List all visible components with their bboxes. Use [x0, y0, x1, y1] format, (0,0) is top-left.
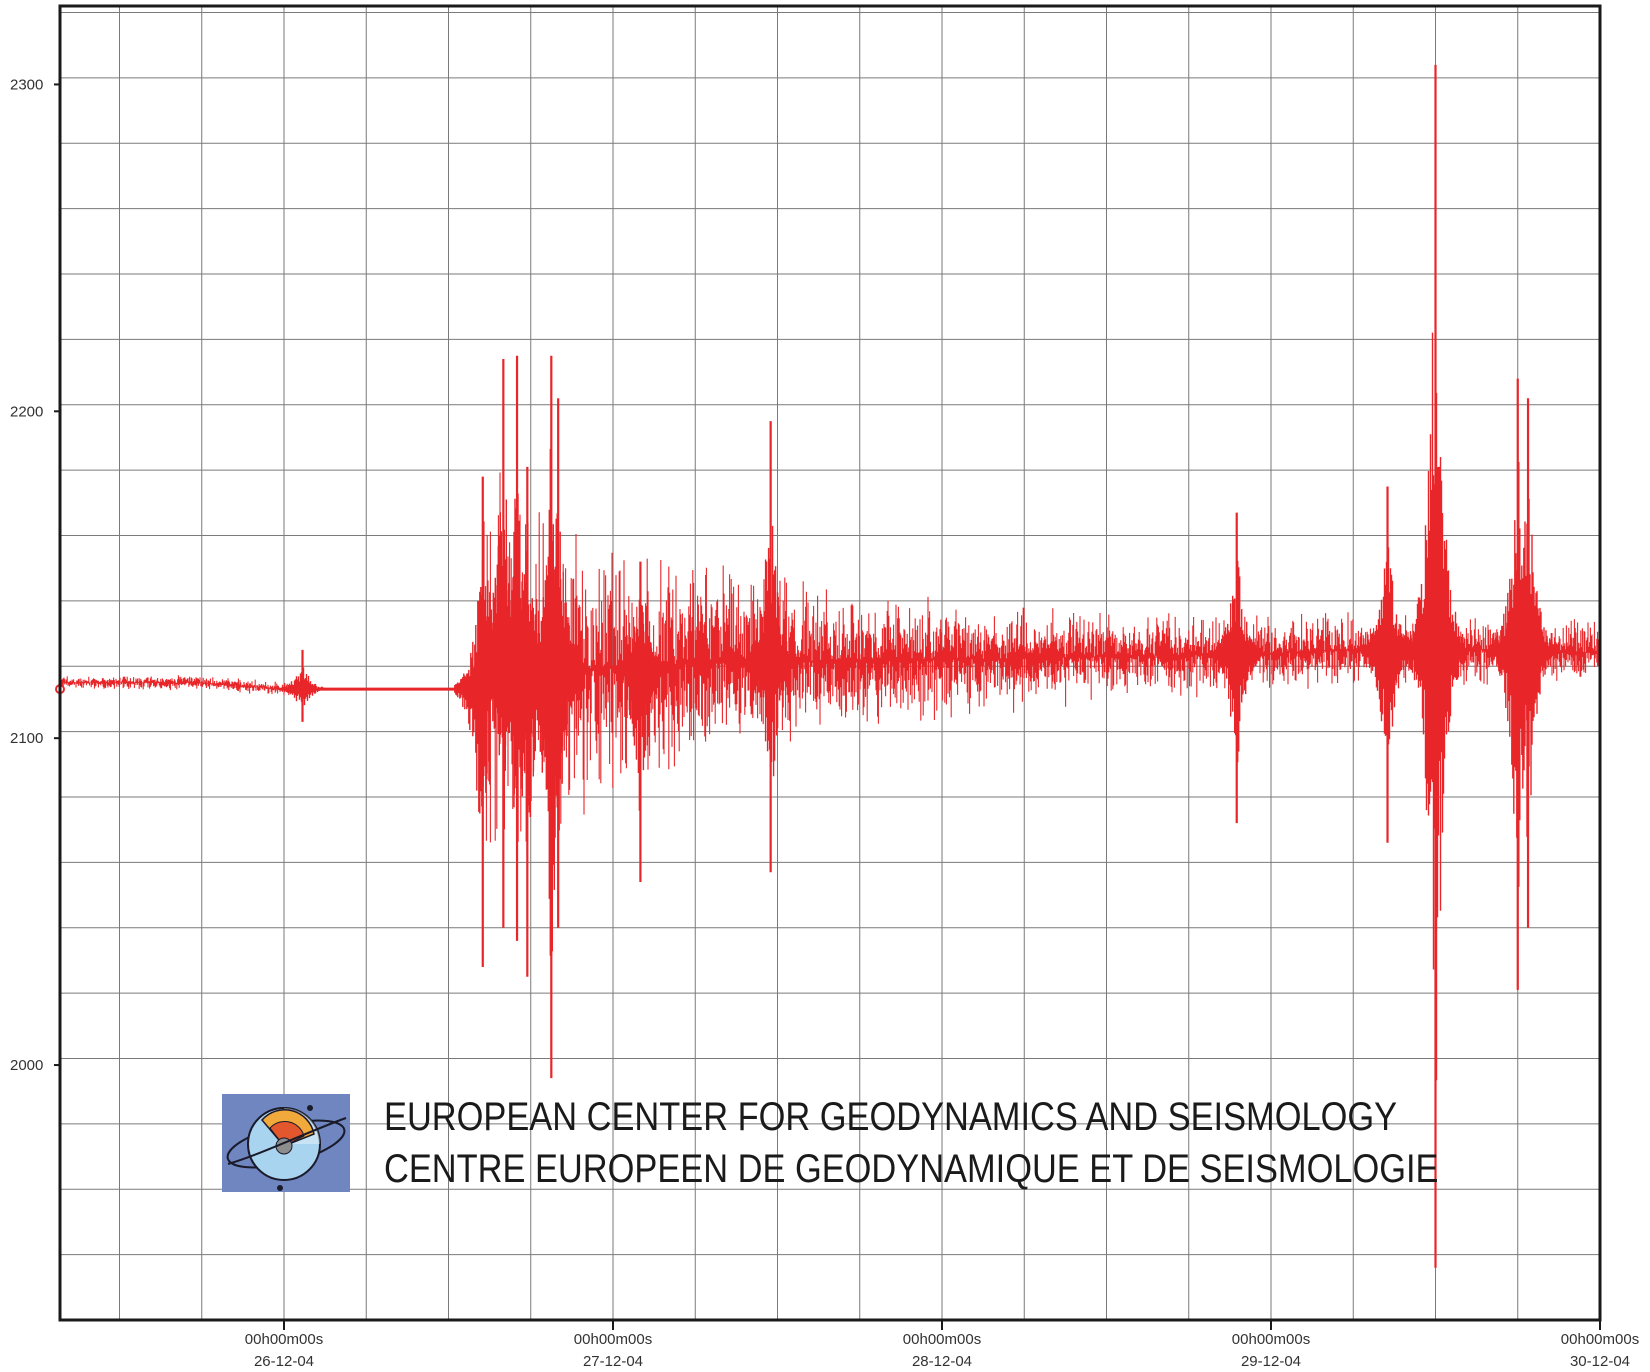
- x-tick-label-time: 00h00m00s: [245, 1331, 323, 1348]
- organization-banner: EUROPEAN CENTER FOR GEODYNAMICS AND SEIS…: [222, 1093, 1610, 1193]
- x-tick-label-time: 00h00m00s: [1232, 1331, 1310, 1348]
- y-axis-ticks: 2000 2100 2200 2300: [10, 76, 60, 1074]
- x-tick-label-time: 00h00m00s: [574, 1331, 652, 1348]
- x-tick-label-date: 29-12-04: [1241, 1353, 1301, 1370]
- x-tick-label-time: 00h00m00s: [903, 1331, 981, 1348]
- organization-name-english: EUROPEAN CENTER FOR GEODYNAMICS AND SEIS…: [384, 1095, 1398, 1139]
- seismic-trace: [55, 64, 1601, 1268]
- x-tick-label-date: 26-12-04: [254, 1353, 314, 1370]
- y-tick-label: 2200: [10, 403, 43, 420]
- x-tick-label-date: 28-12-04: [912, 1353, 972, 1370]
- seismic-burst: [529, 513, 587, 875]
- seismic-burst: [741, 525, 800, 777]
- x-tick-label-time: 00h00m00s: [1561, 1331, 1639, 1348]
- x-tick-label-date: 30-12-04: [1570, 1353, 1630, 1370]
- plot-frame: [58, 4, 1602, 1322]
- seismic-burst: [273, 664, 332, 713]
- seismic-burst: [611, 599, 670, 811]
- seismic-burst: [1406, 271, 1465, 1081]
- organization-name-french: CENTRE EUROPEEN DE GEODYNAMIQUE ET DE SE…: [384, 1147, 1439, 1191]
- y-tick-label: 2300: [10, 76, 43, 93]
- organization-name: EUROPEAN CENTER FOR GEODYNAMICS AND SEIS…: [384, 1091, 1438, 1195]
- y-tick-label: 2000: [10, 1057, 43, 1074]
- seismic-burst: [1499, 498, 1557, 872]
- x-tick-label-date: 27-12-04: [583, 1353, 643, 1370]
- x-axis-ticks: 00h00m00s 26-12-04 00h00m00s 27-12-04 00h00m…: [245, 1320, 1639, 1370]
- seismic-burst: [1208, 560, 1266, 763]
- plot-border: [58, 4, 1602, 1322]
- earth-globe-logo-icon: [222, 1094, 350, 1192]
- y-tick-label: 2100: [10, 730, 43, 747]
